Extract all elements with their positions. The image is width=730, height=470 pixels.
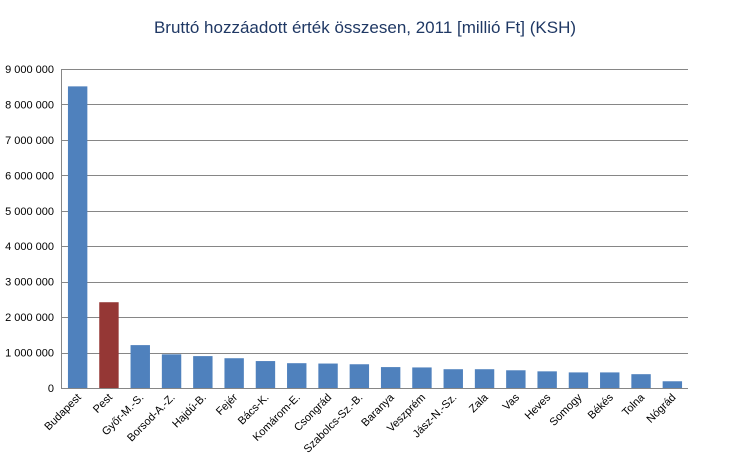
x-tick-label: Vas xyxy=(501,391,523,413)
bar-Borsod-A.-Z. xyxy=(161,354,182,388)
chart-title: Bruttó hozzáadott érték összesen, 2011 [… xyxy=(153,18,577,37)
x-tick-label: Nógrád xyxy=(644,392,678,426)
x-tick-label: Tolna xyxy=(620,391,648,419)
y-tick-label: 0 xyxy=(48,383,54,395)
bar-Baranya xyxy=(380,367,401,388)
x-tick-label: Hajdú-B. xyxy=(170,392,209,431)
bar-Szabolcs-Sz.-B. xyxy=(349,364,370,388)
x-tick-label: Pest xyxy=(91,392,115,416)
bar-Heves xyxy=(537,371,557,388)
bar-Komárom-E. xyxy=(287,363,307,388)
bar-Veszprém xyxy=(412,367,432,388)
y-tick-label: 5 000 000 xyxy=(5,206,54,218)
bar-Győr-M.-S. xyxy=(130,345,150,388)
bar-Vas xyxy=(506,370,526,388)
gridlines xyxy=(62,69,688,354)
bar-Budapest xyxy=(67,86,88,389)
bar-Zala xyxy=(474,369,495,388)
bar-Csongrád xyxy=(318,363,338,388)
x-tick-label: Zala xyxy=(467,391,491,415)
bar-Tolna xyxy=(631,374,651,388)
y-tick-label: 4 000 000 xyxy=(5,241,54,253)
bars xyxy=(67,86,683,389)
x-tick-label: Budapest xyxy=(42,392,83,433)
y-tick-label: 8 000 000 xyxy=(5,99,54,111)
bar-Bács-K. xyxy=(255,361,276,388)
bar-Somogy xyxy=(568,372,589,388)
y-tick-label: 7 000 000 xyxy=(5,135,54,147)
y-tick-label: 2 000 000 xyxy=(5,312,54,324)
bar-Pest xyxy=(99,302,119,388)
x-axis-category-labels: Budapest PestGyőr-M.-S.Borsod-A.-Z.Hajdú-… xyxy=(42,391,678,455)
bar-Nógrád xyxy=(662,381,683,388)
x-tick-label: Szabolcs-Sz.-B. xyxy=(302,392,366,456)
x-tick-label: Békés xyxy=(586,391,616,421)
y-tick-label: 1 000 000 xyxy=(5,348,54,360)
bar-Fejér xyxy=(224,358,244,388)
x-tick-label: Somogy xyxy=(548,391,585,428)
bar-Hajdú-B. xyxy=(193,356,213,388)
y-axis-tick-labels: 0 1 000 000 2 000 000 3 000 000 4 000 000 5 0… xyxy=(5,64,54,395)
x-tick-label: Fejér xyxy=(214,391,240,417)
y-tick-label: 3 000 000 xyxy=(5,277,54,289)
bar-Békés xyxy=(600,372,620,388)
y-tick-label: 6 000 000 xyxy=(5,170,54,182)
bar-Jász-N.-Sz. xyxy=(443,369,463,388)
y-tick-label: 9 000 000 xyxy=(5,64,54,76)
